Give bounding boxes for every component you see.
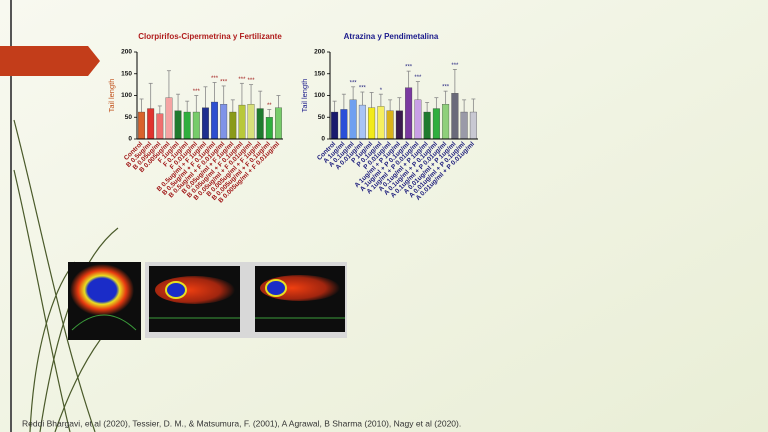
bar [377,106,385,140]
feather-decoration [13,119,141,432]
bar [414,99,422,140]
comet-images [68,262,347,340]
bar [331,111,339,140]
y-tick-label: 100 [121,92,132,99]
bar [451,93,459,140]
comet-head [70,264,134,316]
bar [192,111,200,140]
y-axis-label: Tail length [300,79,309,113]
bar [469,111,477,140]
profile-line [71,314,137,331]
bar [340,109,348,140]
bar [265,117,273,140]
bar [183,111,191,140]
bar [275,107,282,140]
bar [165,97,173,140]
chart-title: Clorpirifos-Cipermetrina y Fertilizante [138,32,282,41]
bar [460,111,468,140]
bar [432,108,440,140]
y-tick-label: 50 [125,114,133,121]
significance-label: *** [220,80,228,86]
y-tick-label: 150 [314,70,325,77]
significance-label: *** [211,76,219,82]
significance-label: *** [442,85,450,91]
bar [220,104,228,140]
bar [238,104,246,140]
comet-head [165,281,187,299]
y-tick-label: 50 [318,114,326,121]
bar [202,107,209,140]
bar [368,107,376,140]
y-axis-label: Tail length [107,79,116,113]
bar [349,99,357,140]
significance-label: *** [350,80,358,86]
significance-label: * [380,88,383,94]
bar [386,110,394,140]
comet-head [265,279,287,297]
bar [423,111,431,140]
chart: Clorpirifos-Cipermetrina y Fertilizante T… [107,32,283,205]
bar [405,87,413,140]
significance-label: *** [359,86,367,92]
significance-label: *** [193,89,201,95]
y-tick-label: 100 [314,92,325,99]
citation: Reddi Bhargavi, et al (2020), Tessier, D… [22,418,461,428]
y-tick-label: 0 [321,136,325,143]
arrow-decoration [0,46,100,76]
bar [156,113,164,140]
y-tick-label: 150 [121,70,132,77]
bar [147,108,155,140]
bar [358,104,366,140]
bar [395,110,403,140]
bar [256,108,264,140]
y-tick-label: 200 [314,49,325,56]
bar [442,104,450,140]
significance-label: *** [248,78,256,84]
significance-label: *** [405,65,413,71]
chart-title: Atrazina y Pendimetalina [344,32,439,41]
significance-label: *** [238,77,246,83]
bar [247,104,255,140]
significance-label: ** [267,103,272,109]
bar [229,111,237,140]
bar [138,111,145,140]
significance-label: *** [451,63,459,69]
y-tick-label: 200 [121,49,132,56]
bar [174,110,182,140]
significance-label: *** [414,75,422,81]
y-tick-label: 0 [128,136,132,143]
bar [211,101,218,140]
